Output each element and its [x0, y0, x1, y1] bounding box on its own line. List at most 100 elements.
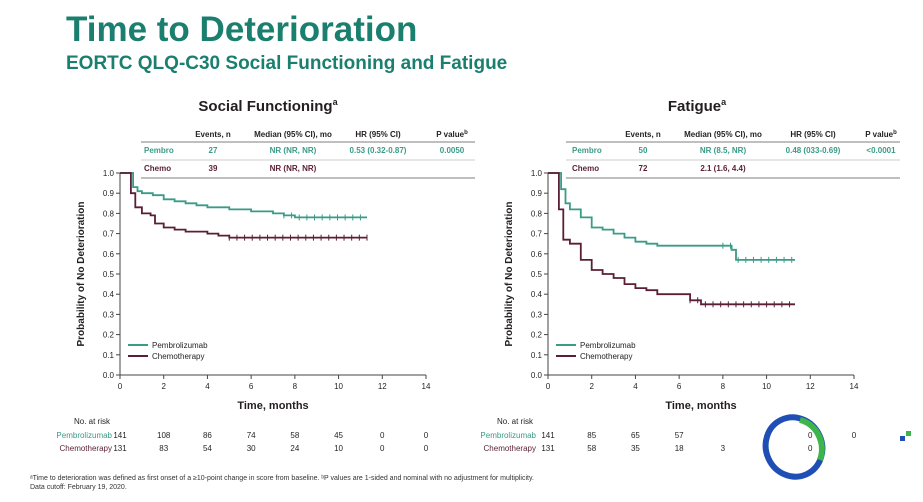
table-header-text: Median (95% CI), mo: [684, 130, 762, 139]
table-header: HR (95% CI): [355, 130, 401, 139]
at-risk-value: 141: [113, 431, 127, 440]
x-tick-label: 10: [334, 382, 343, 391]
y-tick-label: 1.0: [531, 169, 543, 178]
table-cell-median: NR (8.5, NR): [700, 146, 747, 155]
at-risk-value: 65: [631, 431, 640, 440]
y-tick-label: 0.6: [531, 250, 543, 259]
legend-label: Pembrolizumab: [580, 341, 636, 350]
x-tick-label: 4: [205, 382, 210, 391]
table-header-text: P value: [436, 130, 464, 139]
table-cell-median: NR (NR, NR): [270, 164, 317, 173]
y-tick-label: 0.2: [531, 331, 543, 340]
table-cell-median: 2.1 (1.6, 4.4): [700, 164, 746, 173]
page-title: Time to Deterioration: [66, 10, 418, 49]
y-axis-label: Probability of No Deterioration: [504, 201, 515, 346]
table-cell-events: 72: [639, 164, 648, 173]
legend-label: Chemotherapy: [580, 352, 632, 361]
series-line-chemotherapy: [120, 172, 367, 239]
at-risk-value: 57: [675, 431, 684, 440]
at-risk-title: No. at risk: [74, 417, 111, 426]
x-tick-label: 4: [633, 382, 638, 391]
logo-dot: [906, 431, 911, 436]
at-risk-value: 0: [808, 431, 813, 440]
table-cell-hr: 0.48 (033-0.69): [786, 146, 841, 155]
table-cell-events: 39: [209, 164, 218, 173]
footnote-text: ᵃTime to deterioration was defined as fi…: [30, 475, 534, 482]
at-risk-value: 58: [587, 444, 596, 453]
panel-title-sup: a: [333, 97, 339, 107]
y-tick-label: 1.0: [103, 169, 115, 178]
at-risk-value: 0: [424, 444, 429, 453]
at-risk-value: 58: [290, 431, 299, 440]
table-header: Events, n: [195, 130, 231, 139]
table-header-sup: b: [464, 130, 468, 136]
at-risk-value: 83: [159, 444, 168, 453]
y-tick-label: 0.3: [103, 310, 115, 319]
watermark-logo: [762, 414, 911, 480]
x-tick-label: 8: [721, 382, 726, 391]
at-risk-value: 35: [631, 444, 640, 453]
x-tick-label: 6: [249, 382, 254, 391]
at-risk-value: 131: [541, 444, 555, 453]
y-tick-label: 0.4: [103, 290, 115, 299]
y-tick-label: 0.3: [531, 310, 543, 319]
table-header: Events, n: [625, 130, 661, 139]
data-cutoff: Data cutoff: February 19, 2020.: [30, 484, 127, 491]
at-risk-value: 86: [203, 431, 212, 440]
table-cell-events: 50: [639, 146, 648, 155]
y-tick-label: 0.0: [531, 371, 543, 380]
at-risk-value: 0: [380, 431, 385, 440]
table-cell-median: NR (NR, NR): [270, 146, 317, 155]
table-row-label: Chemo: [144, 164, 171, 173]
at-risk-label: Chemotherapy: [60, 444, 112, 453]
y-tick-label: 0.7: [531, 230, 543, 239]
x-tick-label: 14: [850, 382, 859, 391]
table-header-text: HR (95% CI): [355, 130, 401, 139]
panel-fatigue: Fatiguea Events, n Median (95% CI), mo HR (…: [480, 97, 900, 453]
at-risk-value: 54: [203, 444, 212, 453]
x-tick-label: 8: [293, 382, 298, 391]
y-tick-label: 0.5: [531, 270, 543, 279]
at-risk-label: Chemotherapy: [484, 444, 536, 453]
y-tick-label: 0.0: [103, 371, 115, 380]
y-tick-label: 0.7: [103, 230, 115, 239]
table-cell-pvalue: 0.0050: [440, 146, 465, 155]
at-risk-value: 85: [587, 431, 596, 440]
table-header-text: HR (95% CI): [790, 130, 836, 139]
logo-dot: [900, 436, 905, 441]
table-cell-pvalue: <0.0001: [866, 146, 896, 155]
legend-label: Chemotherapy: [152, 352, 204, 361]
table-header: P valueb: [436, 130, 468, 139]
footnote: ᵃTime to deterioration was defined as fi…: [30, 474, 534, 492]
x-tick-label: 12: [806, 382, 815, 391]
table-header-text: P value: [865, 130, 893, 139]
at-risk-value: 74: [247, 431, 256, 440]
x-tick-label: 10: [762, 382, 771, 391]
at-risk-value: 0: [424, 431, 429, 440]
at-risk-value: 30: [247, 444, 256, 453]
y-tick-label: 0.1: [531, 351, 543, 360]
x-tick-label: 6: [677, 382, 682, 391]
series-line-chemotherapy: [548, 172, 795, 306]
x-tick-label: 0: [118, 382, 123, 391]
panel-title-text: Fatigue: [668, 98, 721, 115]
logo-ring-green: [799, 417, 825, 462]
at-risk-value: 24: [290, 444, 299, 453]
table-header: P valueb: [865, 130, 897, 139]
at-risk-value: 0: [852, 431, 857, 440]
series-line-pembrolizumab: [548, 172, 795, 261]
table-header-text: Events, n: [195, 130, 231, 139]
y-axis-label: Probability of No Deterioration: [76, 201, 87, 346]
at-risk-value: 0: [380, 444, 385, 453]
at-risk-value: 141: [541, 431, 555, 440]
at-risk-value: 18: [675, 444, 684, 453]
page-subtitle: EORTC QLQ-C30 Social Functioning and Fat…: [66, 53, 508, 74]
at-risk-value: 45: [334, 431, 343, 440]
table-header: Median (95% CI), mo: [254, 130, 332, 139]
table-cell-events: 27: [209, 146, 218, 155]
at-risk-label: Pembrolizumab: [480, 431, 536, 440]
panel-title-sup: a: [721, 97, 727, 107]
y-tick-label: 0.1: [103, 351, 115, 360]
x-axis-label: Time, months: [237, 400, 308, 412]
y-tick-label: 0.9: [103, 189, 115, 198]
